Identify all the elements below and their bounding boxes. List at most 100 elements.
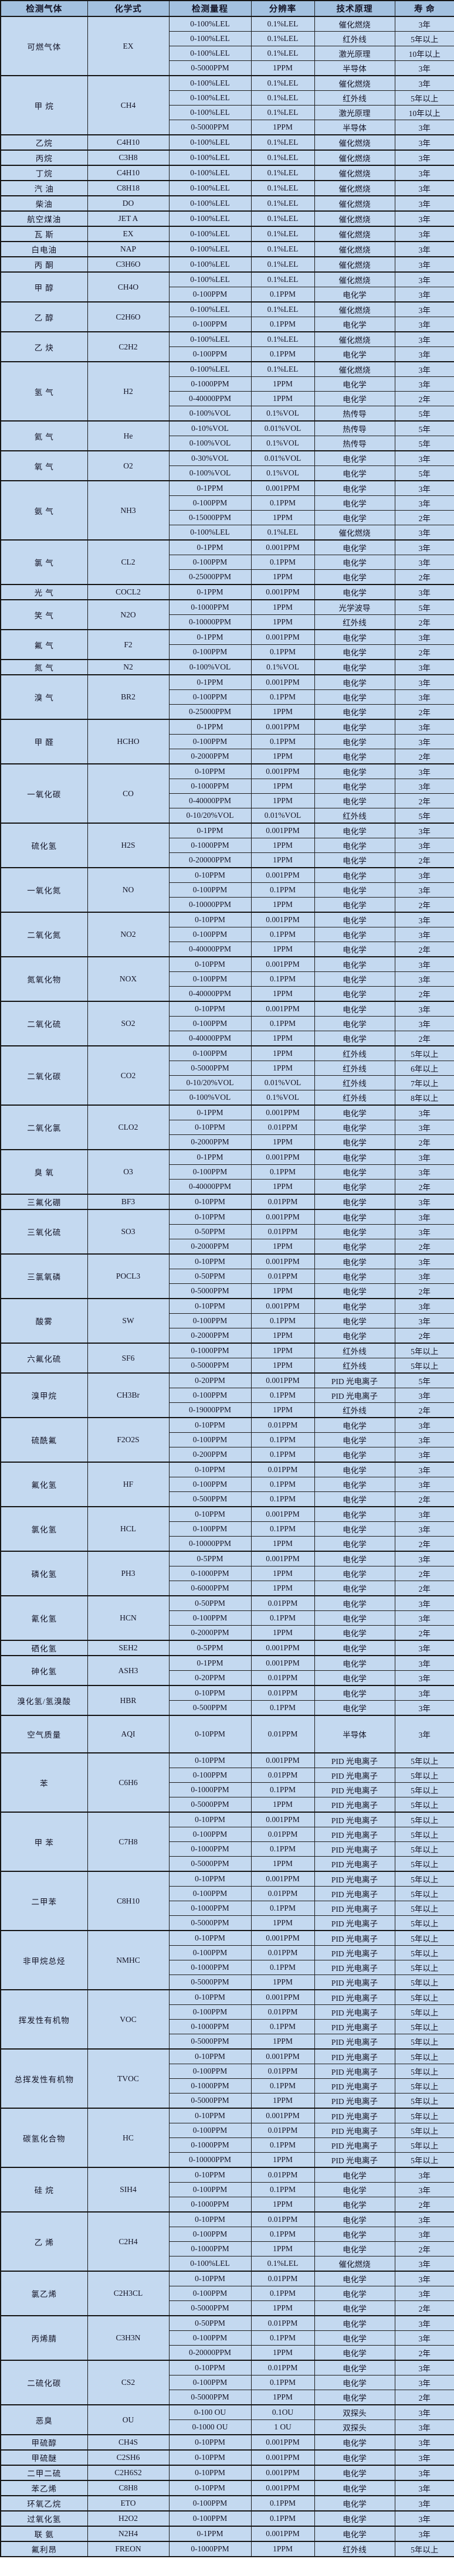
range-cell: 0-1PPM xyxy=(168,584,252,600)
table-row: 0-100%VOL 0.1%VOL 红外线 8年以上 xyxy=(1,1090,454,1106)
range-cell: 0-10PPM xyxy=(168,2465,252,2481)
principle-cell: 红外线 xyxy=(314,1075,395,1090)
formula-cell: C2H4 xyxy=(87,2211,170,2272)
resolution-cell: 1PPM xyxy=(250,1566,315,1581)
range-cell: 0-100PPM xyxy=(168,2286,252,2301)
range-cell: 0-1000PPM xyxy=(168,376,252,392)
column-header: 检测气体 xyxy=(0,0,88,17)
principle-cell: 电化学 xyxy=(314,376,395,392)
principle-cell: 电化学 xyxy=(314,2526,395,2542)
gas-name-cell: 白电油 xyxy=(0,241,88,257)
range-cell: 0-10PPM xyxy=(168,1930,252,1946)
lifespan-cell: 3年 xyxy=(394,2271,454,2286)
table-row: 0-100%VOL 0.1%VOL 电化学 5年 xyxy=(1,465,454,481)
lifespan-cell: 3年 xyxy=(394,1521,454,1537)
principle-cell: 红外线 xyxy=(314,1061,395,1076)
principle-cell: 电化学 xyxy=(314,2227,395,2242)
table-row: 0-1000PPM 0.1PPM PID 光电离子 5年以上 xyxy=(1,1782,454,1797)
lifespan-cell: 3年 xyxy=(394,1462,454,1477)
resolution-cell: 1PPM xyxy=(250,852,315,868)
principle-cell: 红外线 xyxy=(314,1358,395,1374)
principle-cell: 电化学 xyxy=(314,2345,395,2361)
lifespan-cell: 3年 xyxy=(394,912,454,927)
lifespan-cell: 3年 xyxy=(394,165,454,181)
formula-cell: O3 xyxy=(87,1149,170,1195)
formula-cell: C2H6S2 xyxy=(87,2465,170,2481)
gas-name-cell: 二甲二硫 xyxy=(0,2465,88,2481)
resolution-cell: 1PPM xyxy=(250,1915,315,1931)
gas-name-cell: 氯乙烯 xyxy=(0,2271,88,2316)
gas-name-cell: 过氧化氢 xyxy=(0,2510,88,2527)
range-cell: 0-100PPM xyxy=(168,1521,252,1537)
lifespan-cell: 3年 xyxy=(394,480,454,496)
lifespan-cell: 2年 xyxy=(394,1581,454,1596)
resolution-cell: 0.01PPM xyxy=(250,2271,315,2286)
principle-cell: PID 光电离子 xyxy=(314,1901,395,1916)
principle-cell: 电化学 xyxy=(314,287,395,303)
lifespan-cell: 5年以上 xyxy=(394,2019,454,2034)
range-cell: 0-10PPM xyxy=(168,2271,252,2286)
formula-cell: C2H6O xyxy=(87,301,170,332)
table-row: 臭 氧 O3 0-1PPM 0.001PPM 电化学 3年 xyxy=(0,1149,454,1195)
resolution-cell: 0.1%LEL xyxy=(250,75,315,91)
table-row: 白电油 NAP 0-100%LEL 0.1%LEL 催化燃烧 3年 xyxy=(0,241,454,257)
range-cell: 0-10PPM xyxy=(168,1120,252,1135)
resolution-cell: 0.1%VOL xyxy=(250,1090,315,1106)
gas-name-cell: 二氧化碳 xyxy=(0,1045,88,1106)
principle-cell: 电化学 xyxy=(314,2315,395,2331)
table-row: 瓦 斯 EX 0-100%LEL 0.1%LEL 催化燃烧 3年 xyxy=(0,226,454,242)
principle-cell: 催化燃烧 xyxy=(314,210,395,227)
gas-name-cell: 环氧乙烷 xyxy=(0,2495,88,2512)
resolution-cell: 0.1PPM xyxy=(250,2078,315,2094)
resolution-cell: 0.001PPM xyxy=(250,2526,315,2542)
formula-cell: C7H8 xyxy=(87,1812,170,1872)
lifespan-cell: 3年 xyxy=(394,927,454,942)
resolution-cell: 0.01PPM xyxy=(250,1462,315,1477)
lifespan-cell: 2年 xyxy=(394,749,454,764)
formula-cell: NMHC xyxy=(87,1930,170,1990)
table-row: 0-40000PPM 1PPM 电化学 2年 xyxy=(1,793,454,808)
gas-name-cell: 氧 气 xyxy=(0,450,88,481)
range-cell: 0-100PPM xyxy=(168,1610,252,1626)
formula-cell: C2H3CL xyxy=(87,2271,170,2316)
gas-name-cell: 丙 酮 xyxy=(0,256,88,273)
principle-cell: 电化学 xyxy=(314,867,395,883)
formula-cell: EX xyxy=(87,16,170,76)
table-row: 乙 炔 C2H2 0-100%LEL 0.1%LEL 催化燃烧 3年 xyxy=(0,331,454,362)
table-row: 0-100PPM 0.1PPM 电化学 3年 xyxy=(1,1432,454,1447)
formula-cell: N2H4 xyxy=(87,2526,170,2542)
table-row: 氮 气 N2 0-100%VOL 0.1%VOL 电化学 3年 xyxy=(0,659,454,675)
principle-cell: 电化学 xyxy=(314,1194,395,1210)
lifespan-cell: 3年 xyxy=(394,120,454,135)
table-row: 0-100%LEL 0.1%LEL 激光原理 10年以上 xyxy=(1,46,454,61)
formula-cell: C3H3N xyxy=(87,2315,170,2361)
resolution-cell: 0.01PPM xyxy=(250,1224,315,1239)
lifespan-cell: 3年 xyxy=(394,346,454,362)
principle-cell: 电化学 xyxy=(314,1253,395,1269)
range-cell: 0-10PPM xyxy=(168,2360,252,2376)
resolution-cell: 0.01PPM xyxy=(250,2004,315,2020)
lifespan-cell: 6年以上 xyxy=(394,1061,454,1076)
principle-cell: 电化学 xyxy=(314,1001,395,1017)
lifespan-cell: 3年 xyxy=(394,180,454,196)
table-row: 0-10000PPM 1PPM 电化学 2年 xyxy=(1,1536,454,1552)
lifespan-cell: 3年 xyxy=(394,2182,454,2197)
resolution-cell: 0.1OU xyxy=(250,2404,315,2420)
principle-cell: 电化学 xyxy=(314,1313,395,1328)
range-cell: 0-10%VOL xyxy=(168,420,252,436)
lifespan-cell: 3年 xyxy=(394,2526,454,2542)
resolution-cell: 0.1PPM xyxy=(250,1960,315,1975)
lifespan-cell: 2年 xyxy=(394,614,454,630)
table-row: 乙 烯 C2H4 0-10PPM 0.01PPM 电化学 3年 xyxy=(0,2211,454,2272)
principle-cell: 电化学 xyxy=(314,1625,395,1641)
table-row: 溴化氢/氢溴酸 HBR 0-10PPM 0.01PPM 电化学 3年 xyxy=(0,1685,454,1716)
principle-cell: 催化燃烧 xyxy=(314,2256,395,2272)
principle-cell: 电化学 xyxy=(314,1120,395,1135)
formula-cell: O2 xyxy=(87,450,170,481)
resolution-cell: 0.001PPM xyxy=(250,719,315,735)
resolution-cell: 0.001PPM xyxy=(250,539,315,555)
range-cell: 0-20000PPM xyxy=(168,2345,252,2361)
principle-cell: 电化学 xyxy=(314,1491,395,1507)
range-cell: 0-100%LEL xyxy=(168,271,252,287)
